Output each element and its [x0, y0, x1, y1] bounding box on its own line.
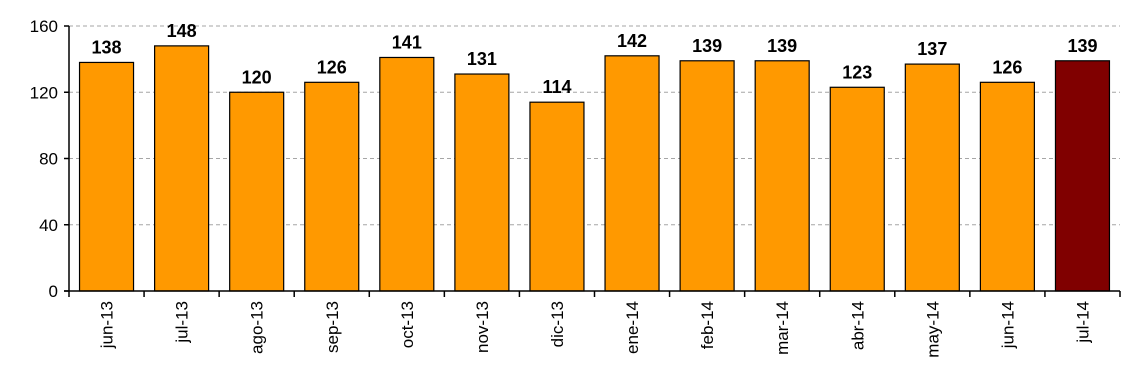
bar-ene-14: [604, 55, 660, 292]
x-tick-label-jun-13: jun-13: [98, 301, 117, 349]
data-label-nov-13: 131: [467, 49, 497, 69]
x-tick-label-abr-14: abr-14: [848, 301, 867, 350]
y-tick-label: 40: [39, 216, 58, 235]
x-tick-label-oct-13: oct-13: [398, 301, 417, 348]
labels: 0 40 80 120 160 138 jun-13 148 jul-13 120 ago-13 12…: [30, 17, 1098, 358]
data-label-mar-14: 139: [767, 36, 797, 56]
y-tick-label: 160: [30, 17, 58, 36]
axes: [64, 25, 1121, 297]
grid-lines: [69, 25, 1120, 226]
x-tick-label-ene-14: ene-14: [623, 301, 642, 354]
bar-jul-14: [1054, 60, 1111, 292]
data-label-jun-13: 138: [92, 37, 122, 57]
bar-sep-13: [304, 81, 360, 292]
data-label-may-14: 137: [917, 39, 947, 59]
x-tick-label-jul-14: jul-14: [1073, 301, 1092, 344]
x-tick-label-ago-13: ago-13: [248, 301, 267, 354]
bar-oct-13: [379, 56, 435, 292]
x-tick-label-jul-13: jul-13: [173, 301, 192, 344]
y-tick-label: 120: [30, 83, 58, 102]
x-tick-label-nov-13: nov-13: [473, 301, 492, 353]
data-label-oct-13: 141: [392, 32, 422, 52]
x-tick-label-jun-14: jun-14: [998, 301, 1017, 349]
bar-may-14: [904, 63, 960, 292]
data-label-jul-13: 148: [167, 21, 197, 41]
bar-mar-14: [754, 60, 810, 292]
x-tick-label-may-14: may-14: [923, 301, 942, 358]
x-tick-label-mar-14: mar-14: [773, 301, 792, 355]
data-label-dic-13: 114: [542, 77, 571, 97]
bar-jun-14: [979, 81, 1035, 292]
x-tick-label-sep-13: sep-13: [323, 301, 342, 353]
bars: [78, 45, 1111, 292]
bar-feb-14: [679, 60, 735, 292]
data-label-feb-14: 139: [692, 36, 722, 56]
y-tick-label: 0: [49, 282, 58, 301]
x-tick-label-dic-13: dic-13: [548, 301, 567, 347]
bar-ago-13: [229, 91, 285, 292]
bar-jun-13: [78, 61, 135, 292]
data-label-ene-14: 142: [617, 31, 647, 51]
bar-dic-13: [529, 101, 585, 292]
data-label-sep-13: 126: [317, 57, 347, 77]
bar-abr-14: [829, 86, 885, 292]
data-label-jun-14: 126: [992, 57, 1022, 77]
data-label-abr-14: 123: [842, 62, 872, 82]
bar-nov-13: [454, 73, 510, 292]
x-tick-label-feb-14: feb-14: [698, 301, 717, 349]
y-tick-label: 80: [39, 150, 58, 169]
bar-jul-13: [154, 45, 210, 292]
data-label-jul-14: 139: [1067, 36, 1097, 56]
data-label-ago-13: 120: [242, 67, 272, 87]
